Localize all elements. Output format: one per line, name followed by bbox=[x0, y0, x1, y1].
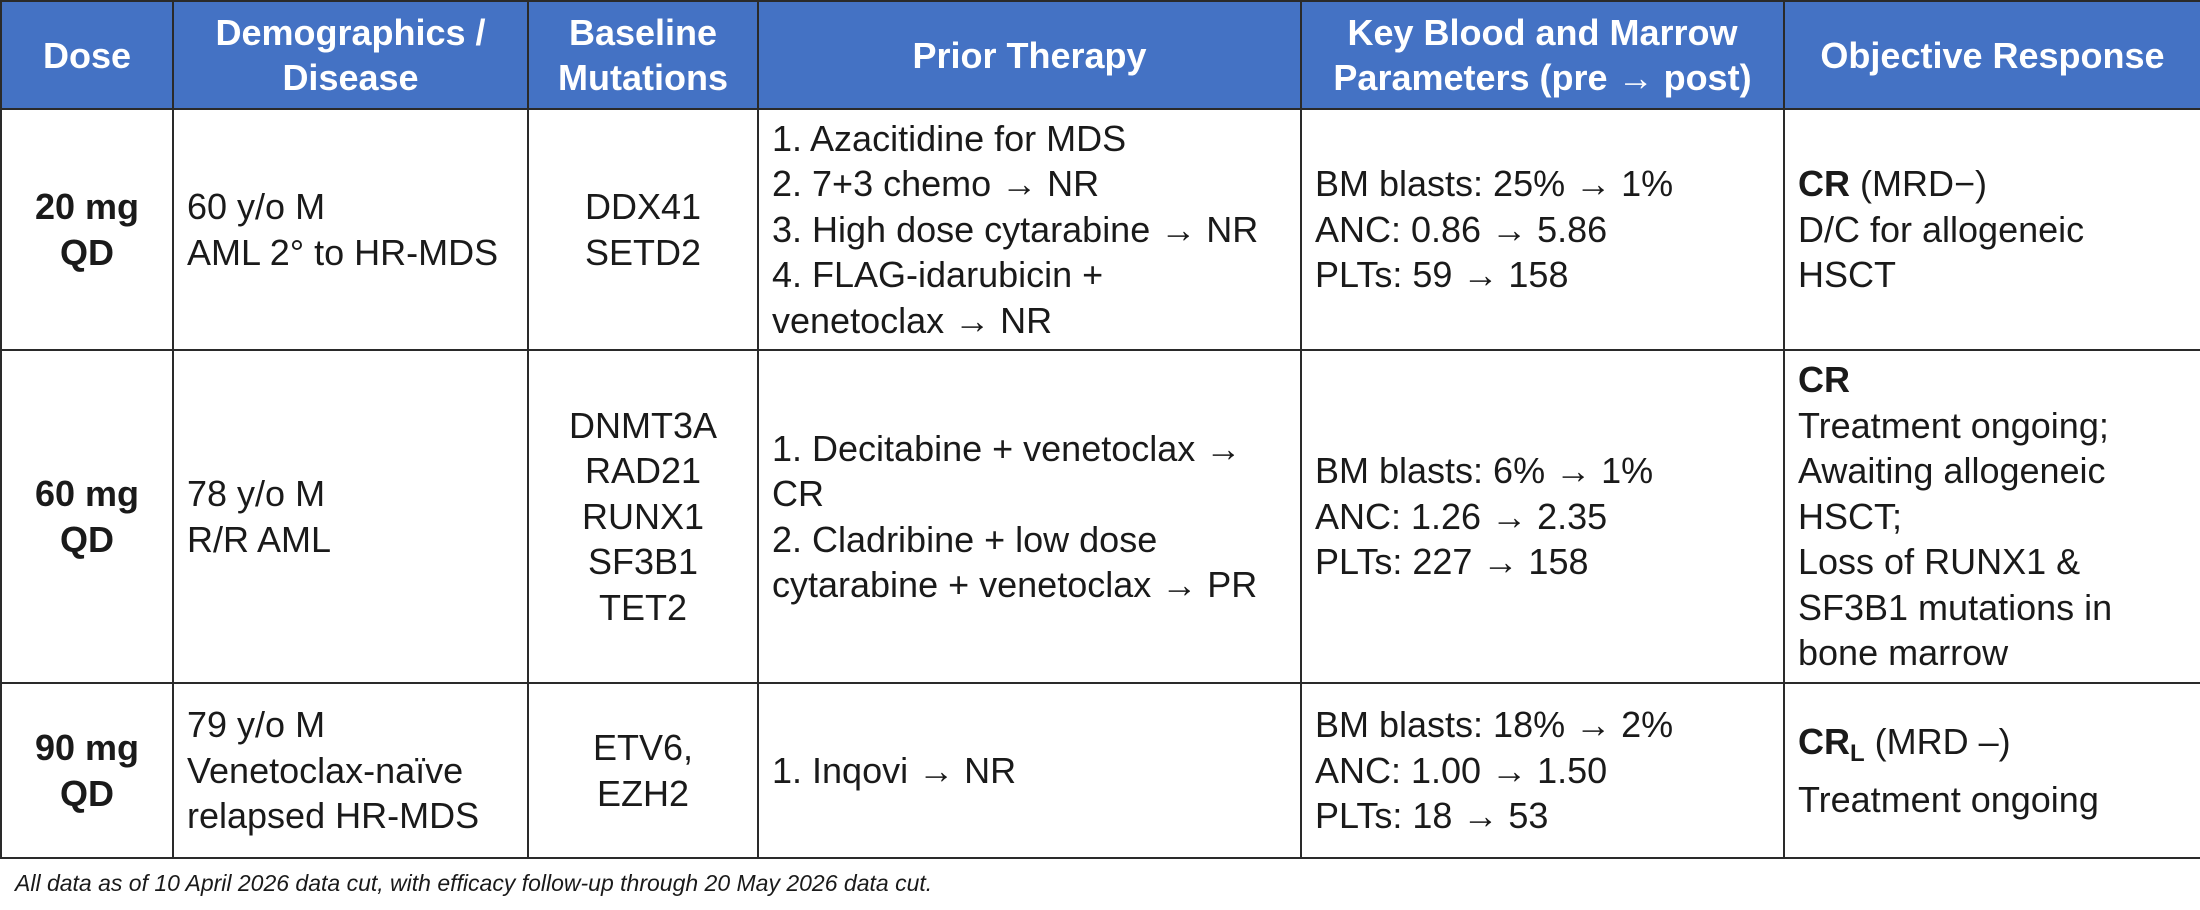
prior-therapy-cell-line: 1. Inqovi → NR bbox=[772, 749, 1017, 791]
parameters-cell: BM blasts: 6% → 1% ANC: 1.26 → 2.35 PLTs: … bbox=[1300, 349, 1785, 684]
parameters-cell-line: ANC: 1.26 → 2.35 bbox=[1315, 495, 1608, 537]
mutations-cell-line: RAD21 bbox=[584, 450, 702, 492]
dose-cell: 20 mg QD bbox=[0, 108, 174, 351]
parameters-cell-line: PLTs: 18 → 53 bbox=[1315, 795, 1549, 837]
dose-cell-line: QD bbox=[60, 231, 114, 273]
mutations-cell-line: ETV6, bbox=[592, 727, 694, 768]
mutations-cell: DNMT3A RAD21 RUNX1 SF3B1 TET2 bbox=[527, 349, 759, 684]
demographics-cell-line: relapsed HR-MDS bbox=[187, 795, 480, 837]
response-line: D/C for allogeneic bbox=[1798, 208, 2085, 250]
response-line: bone marrow bbox=[1798, 632, 2009, 674]
parameters-cell-line: BM blasts: 6% → 1% bbox=[1315, 450, 1654, 492]
response-line: Treatment ongoing; bbox=[1798, 404, 2109, 446]
response-cell: CR (MRD−) D/C for allogeneic HSCT bbox=[1783, 108, 2200, 351]
parameters-cell-line: BM blasts: 25% → 1% bbox=[1315, 163, 1674, 205]
clinical-results-table: Dose Demographics / Disease Baseline Mut… bbox=[0, 0, 2200, 859]
prior-therapy-cell-line: venetoclax → NR bbox=[772, 299, 1053, 341]
response-cell: CRL (MRD –) Treatment ongoing bbox=[1783, 682, 2200, 859]
mutations-cell: DDX41 SETD2 bbox=[527, 108, 759, 351]
response-headline: CR (MRD−) bbox=[1798, 161, 2192, 207]
demographics-cell-line: 79 y/o M bbox=[187, 704, 326, 746]
response-mrd: (MRD –) bbox=[1864, 721, 2011, 762]
header-demographics: Demographics / Disease bbox=[172, 0, 529, 110]
mutations-cell-line: SF3B1 bbox=[587, 541, 699, 583]
response-code: CR bbox=[1798, 359, 1850, 401]
parameters-cell-line: PLTs: 227 → 158 bbox=[1315, 541, 1589, 583]
prior-therapy-cell-line: 3. High dose cytarabine → NR bbox=[772, 208, 1259, 250]
response-headline: CR bbox=[1798, 357, 2192, 403]
header-dose: Dose bbox=[0, 0, 174, 110]
prior-therapy-cell: 1. Azacitidine for MDS 2. 7+3 chemo → NR 3… bbox=[757, 108, 1302, 351]
prior-therapy-cell: 1. Inqovi → NR bbox=[757, 682, 1302, 859]
response-mrd: (MRD−) bbox=[1850, 163, 1987, 205]
header-parameters: Key Blood and Marrow Parameters (pre → p… bbox=[1300, 0, 1785, 110]
prior-therapy-cell-line: CR bbox=[772, 473, 824, 514]
footnote: All data as of 10 April 2026 data cut, w… bbox=[15, 870, 933, 896]
table-row: 60 mg QD 78 y/o M R/R AML DNMT3A RAD21 RUNX1 SF… bbox=[0, 349, 2200, 684]
header-prior-therapy: Prior Therapy bbox=[757, 0, 1302, 110]
dose-cell-line: 60 mg bbox=[34, 473, 140, 514]
response-cell: CR Treatment ongoing; Awaiting allogeneic H… bbox=[1783, 349, 2200, 684]
prior-therapy-cell-line: 1. Azacitidine for MDS bbox=[772, 117, 1127, 159]
parameters-cell: BM blasts: 18% → 2% ANC: 1.00 → 1.50 PLTs:… bbox=[1300, 682, 1785, 859]
mutations-cell-line: DNMT3A bbox=[568, 404, 717, 446]
mutations-cell-line: RUNX1 bbox=[581, 495, 705, 537]
mutations-cell-line: EZH2 bbox=[596, 772, 690, 814]
demographics-cell-line: AML 2° to HR-MDS bbox=[187, 231, 499, 273]
demographics-cell-line: 78 y/o M bbox=[187, 473, 326, 514]
mutations-cell: ETV6, EZH2 bbox=[527, 682, 759, 859]
demographics-cell: 78 y/o M R/R AML bbox=[172, 349, 529, 684]
table-row: 90 mg QD 79 y/o M Venetoclax-naïve relapsed … bbox=[0, 682, 2200, 859]
demographics-cell: 79 y/o M Venetoclax-naïve relapsed HR-MDS bbox=[172, 682, 529, 859]
header-response: Objective Response bbox=[1783, 0, 2200, 110]
response-line: Treatment ongoing bbox=[1798, 778, 2099, 820]
prior-therapy-cell-line: cytarabine + venetoclax → PR bbox=[772, 564, 1258, 605]
response-line: Loss of RUNX1 & bbox=[1798, 541, 2081, 583]
demographics-cell-line: 60 y/o M bbox=[187, 186, 326, 227]
parameters-cell-line: ANC: 0.86 → 5.86 bbox=[1315, 208, 1608, 250]
response-line: SF3B1 mutations in bbox=[1798, 586, 2113, 628]
parameters-cell-line: BM blasts: 18% → 2% bbox=[1315, 704, 1674, 746]
mutations-cell-line: DDX41 bbox=[584, 186, 702, 227]
response-line: Awaiting allogeneic bbox=[1798, 450, 2106, 492]
table-row: 20 mg QD 60 y/o M AML 2° to HR-MDS DDX41 SETD… bbox=[0, 108, 2200, 351]
header-row: Dose Demographics / Disease Baseline Mut… bbox=[0, 0, 2200, 110]
header-mutations: Baseline Mutations bbox=[527, 0, 759, 110]
prior-therapy-cell-line: 4. FLAG-idarubicin + bbox=[772, 254, 1104, 296]
dose-cell-line: QD bbox=[60, 518, 114, 560]
parameters-cell-line: ANC: 1.00 → 1.50 bbox=[1315, 749, 1608, 791]
response-subscript: L bbox=[1850, 740, 1865, 767]
demographics-cell-line: R/R AML bbox=[187, 518, 332, 560]
parameters-cell: BM blasts: 25% → 1% ANC: 0.86 → 5.86 PLTs:… bbox=[1300, 108, 1785, 351]
dose-cell-line: QD bbox=[60, 772, 114, 814]
dose-cell-line: 20 mg bbox=[34, 186, 140, 227]
response-code: CR bbox=[1798, 163, 1850, 205]
dose-cell-line: 90 mg bbox=[34, 727, 140, 768]
response-line: HSCT bbox=[1798, 254, 1896, 296]
demographics-cell-line: Venetoclax-naïve bbox=[187, 749, 464, 791]
demographics-cell: 60 y/o M AML 2° to HR-MDS bbox=[172, 108, 529, 351]
prior-therapy-cell-line: 2. Cladribine + low dose bbox=[772, 518, 1158, 560]
mutations-cell-line: SETD2 bbox=[584, 231, 702, 273]
dose-cell: 90 mg QD bbox=[0, 682, 174, 859]
dose-cell: 60 mg QD bbox=[0, 349, 174, 684]
response-code: CR bbox=[1798, 721, 1850, 762]
parameters-cell-line: PLTs: 59 → 158 bbox=[1315, 254, 1569, 296]
mutations-cell-line: TET2 bbox=[598, 586, 687, 628]
prior-therapy-cell-line: 2. 7+3 chemo → NR bbox=[772, 163, 1100, 205]
prior-therapy-cell-line: 1. Decitabine + venetoclax → bbox=[772, 427, 1242, 469]
prior-therapy-cell: 1. Decitabine + venetoclax → CR 2. Cladrib… bbox=[757, 349, 1302, 684]
response-headline: CRL (MRD –) bbox=[1798, 719, 2192, 777]
response-line: HSCT; bbox=[1798, 495, 1903, 537]
